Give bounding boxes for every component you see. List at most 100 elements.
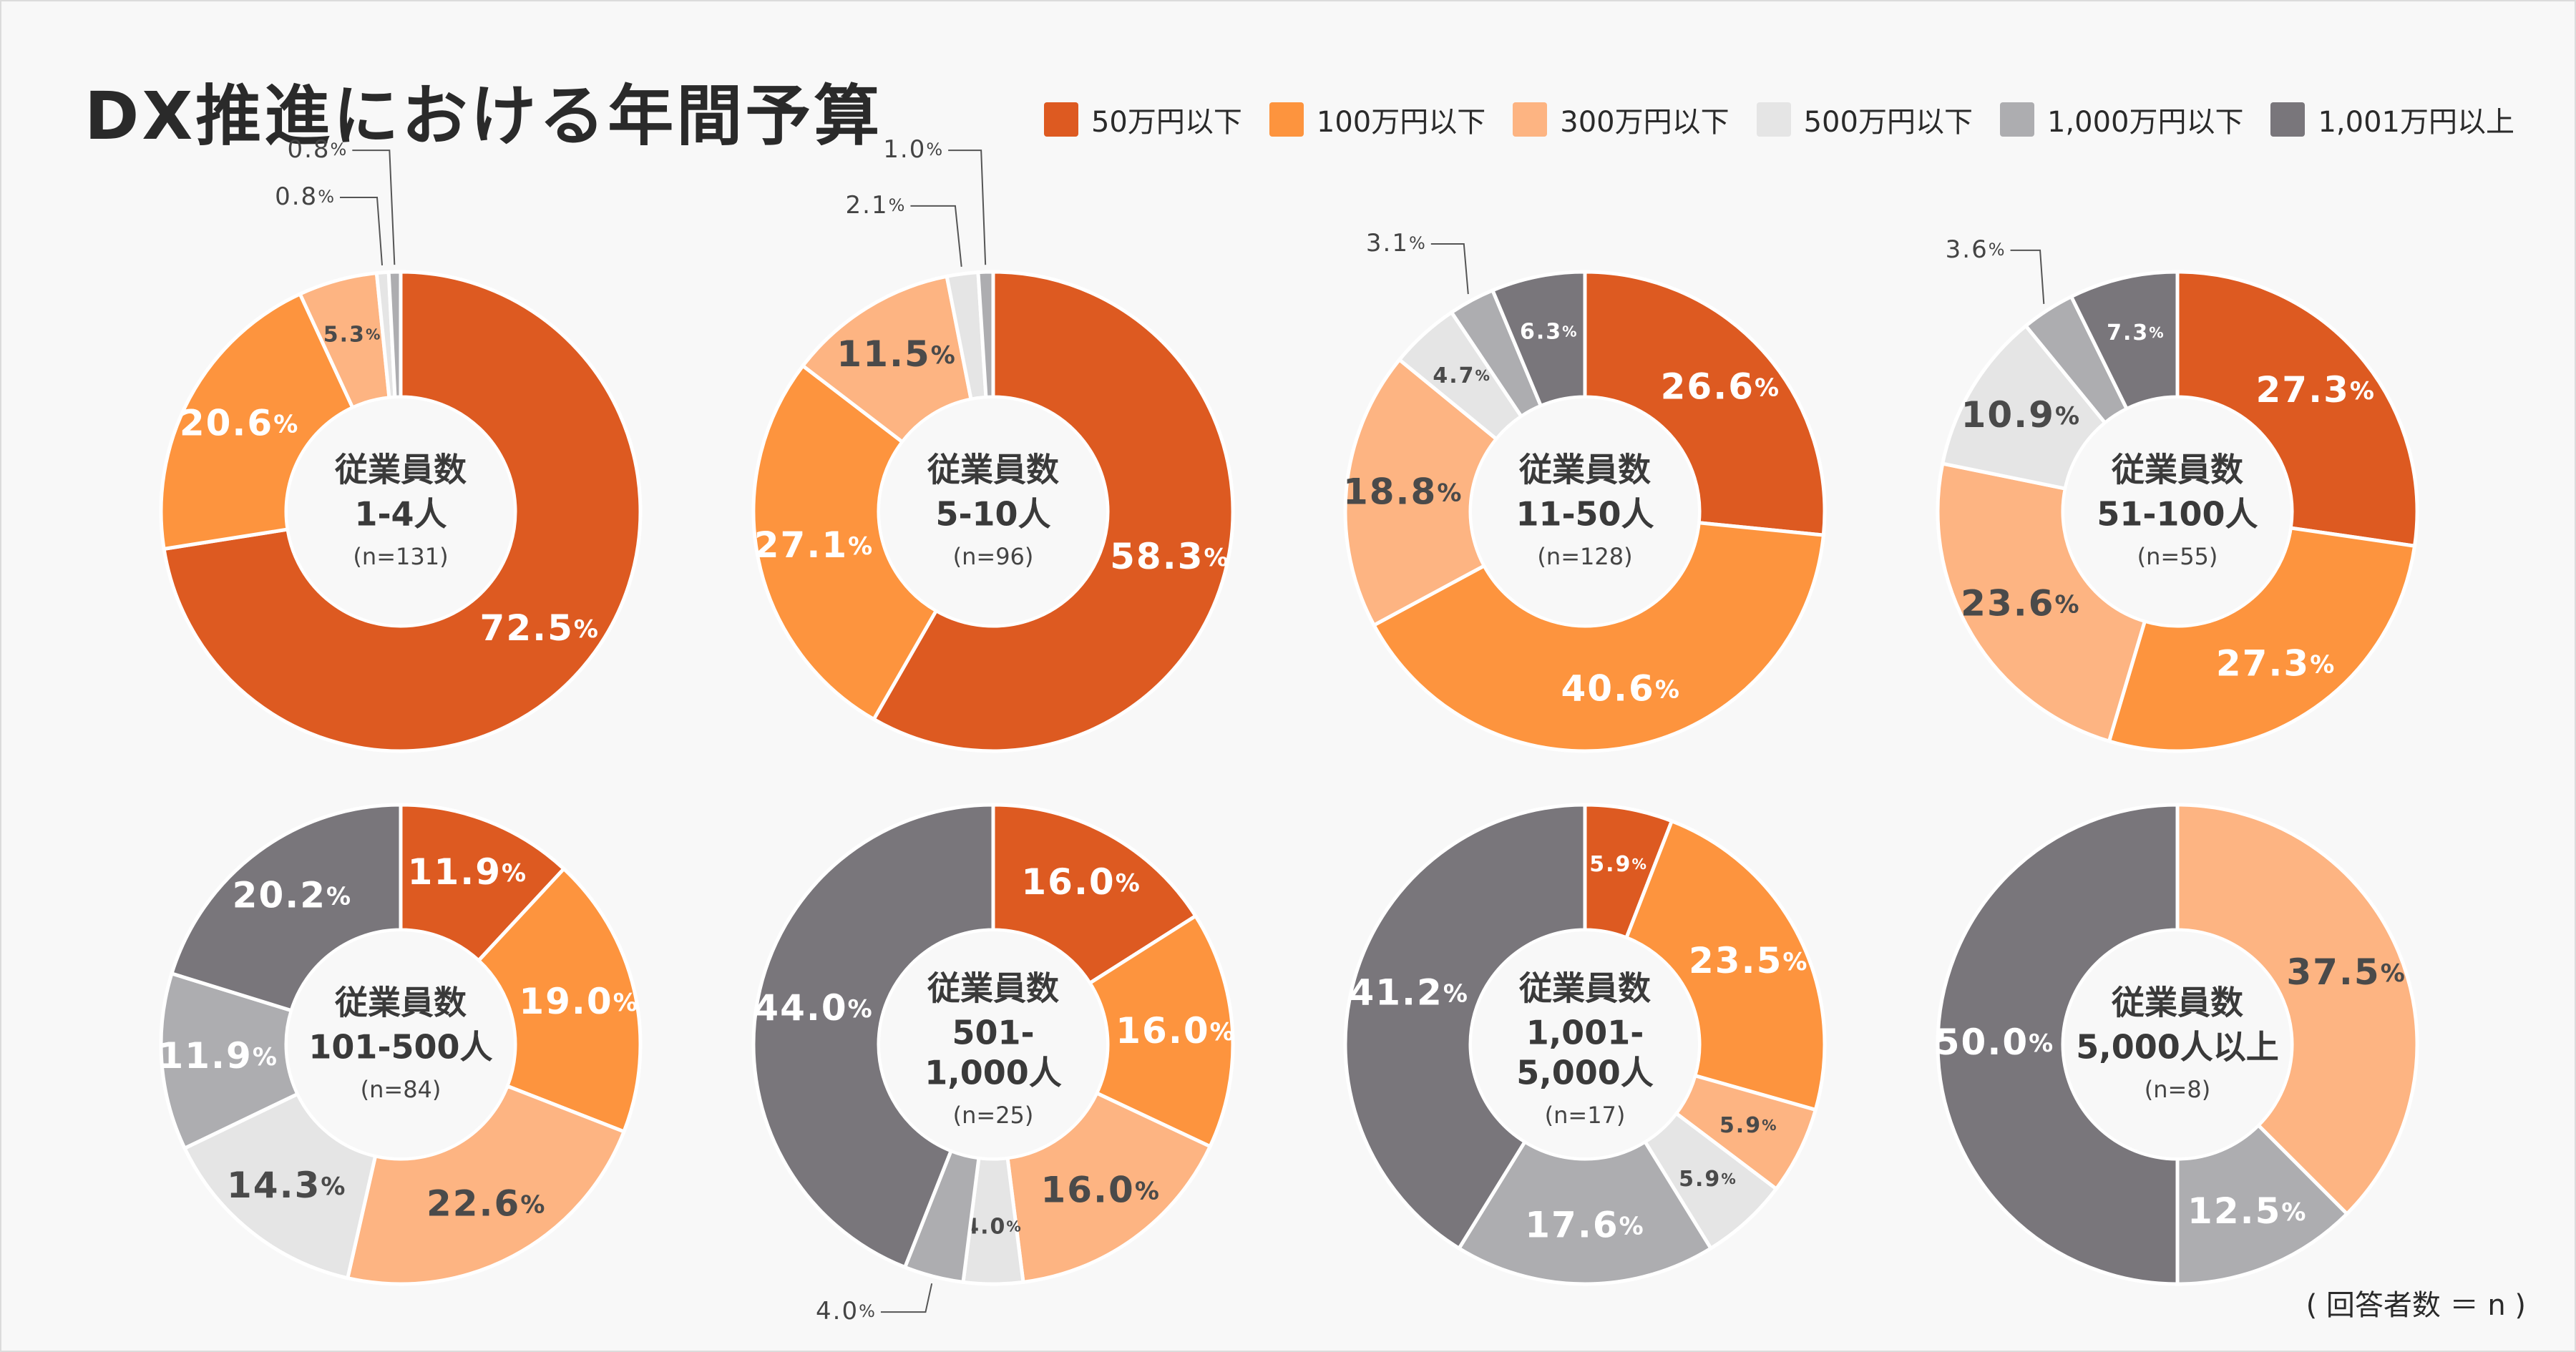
center-group-label: 5,000人 — [1516, 1054, 1654, 1092]
legend-swatch — [1756, 102, 1791, 137]
center-n-label: (n=96) — [953, 543, 1034, 570]
center-group-label: 11-50人 — [1516, 495, 1654, 534]
slice-label: 5.9% — [1679, 1166, 1737, 1191]
donut-slice — [800, 274, 973, 445]
center-title: 従業員数 — [927, 969, 1059, 1008]
donut-slice — [2107, 526, 2417, 753]
slice-label: 5.9% — [1589, 851, 1648, 876]
slice-label: 0.8% — [287, 135, 348, 164]
donut-slice — [1936, 803, 2180, 1286]
legend-label: 50万円以下 — [1091, 106, 1242, 139]
slice-label: 41.2% — [1349, 971, 1468, 1013]
center-title: 従業員数 — [334, 451, 467, 489]
donut-hole — [288, 931, 514, 1157]
donut-slice — [2069, 270, 2180, 411]
donut-slice — [2175, 270, 2419, 549]
donut-slice — [1583, 270, 1827, 537]
donut-slice — [2175, 803, 2419, 1217]
donut-slice — [386, 270, 403, 399]
center-title: 従業員数 — [1518, 969, 1651, 1008]
legend-swatch — [1043, 102, 1078, 137]
donut-hole — [2064, 398, 2290, 624]
slice-label: 27.3% — [2216, 642, 2336, 684]
slice-label: 58.3% — [1110, 535, 1229, 577]
center-n-label: (n=128) — [1537, 543, 1632, 570]
donut-chart: 11.9% 19.0% 22.6% 14.3% 11.9% 20.2% 従業員数 101-50… — [158, 803, 643, 1286]
donut-slice — [162, 270, 643, 753]
leader-line — [880, 1283, 933, 1313]
center-group-label: 1,001- — [1526, 1014, 1644, 1052]
donut-slice — [476, 866, 643, 1135]
donut-slice — [1936, 461, 2147, 744]
donut-chart: 72.5% 20.6% 5.3% 0.8% 0.8% 従業員数 1-4人 (n=131) — [159, 135, 643, 753]
donut-chart: 58.3% 27.1% 11.5% 2.1% 1.0% 従業員数 5-10人 (n=96) — [751, 135, 1235, 753]
page-title: DX推進における年間予算 — [84, 78, 883, 155]
donut-chart: 16.0%16.0%16.0%4.0%4.0%44.0%従業員数501-1,00… — [751, 803, 1235, 1326]
slice-label: 11.9% — [158, 1034, 278, 1076]
legend-item: 500万円以下 — [1756, 99, 1973, 140]
legend-label: 300万円以下 — [1560, 106, 1729, 139]
donut-slice — [751, 363, 939, 722]
donut-slice — [751, 803, 995, 1270]
center-n-label: (n=131) — [353, 543, 448, 570]
center-group-label: 1-4人 — [354, 495, 447, 534]
legend-item: 1,001万円以上 — [2270, 99, 2514, 140]
slice-label: 26.6% — [1661, 366, 1780, 407]
center-title: 従業員数 — [2111, 984, 2243, 1022]
donut-slice — [159, 971, 301, 1151]
slice-label: 23.5% — [1689, 940, 1808, 981]
donut-slice — [1490, 270, 1587, 408]
slice-label: 12.5% — [2187, 1190, 2307, 1232]
center-n-label: (n=25) — [953, 1102, 1034, 1129]
slice-label: 27.1% — [754, 524, 874, 566]
leader-line — [910, 205, 962, 267]
donut-chart: 37.5% 12.5% 50.0% 従業員数 5,000人以上 (n=8) — [1935, 803, 2419, 1286]
center-group-label: 1,000人 — [924, 1054, 1062, 1092]
center-title: 従業員数 — [1518, 451, 1651, 489]
donut-chart: 27.3% 27.3% 23.6% 10.9% 3.6% 7.3% 従業員数 51-100人 (… — [1936, 235, 2419, 753]
donut-slice — [159, 291, 356, 552]
legend-item: 300万円以下 — [1513, 99, 1729, 140]
slice-label: 20.2% — [233, 874, 352, 916]
slice-label: 3.1% — [1366, 229, 1427, 258]
donut-slice — [1087, 913, 1235, 1149]
donut-slice — [399, 803, 567, 964]
slice-label: 4.7% — [1433, 363, 1491, 388]
slice-label: 5.3% — [323, 322, 382, 347]
slice-label: 20.6% — [180, 402, 299, 444]
center-group-label: 51-100人 — [2097, 495, 2258, 534]
donut-hole — [880, 398, 1106, 624]
leader-line — [340, 196, 384, 266]
donut-hole — [2064, 931, 2290, 1157]
legend-item: 100万円以下 — [1269, 99, 1485, 140]
legend-swatch — [2270, 102, 2306, 137]
slice-label: 16.0% — [1021, 861, 1141, 903]
legend-swatch — [1999, 102, 2034, 137]
slice-label: 11.5% — [836, 333, 956, 374]
donut-hole — [880, 931, 1106, 1157]
center-title: 従業員数 — [927, 451, 1059, 489]
donut-slice — [1456, 1139, 1714, 1286]
center-n-label: (n=84) — [361, 1076, 441, 1103]
slice-label: 44.0% — [753, 987, 873, 1029]
donut-hole — [1472, 931, 1698, 1157]
slice-label: 1.0% — [883, 135, 944, 164]
leader-line — [2010, 249, 2045, 304]
donut-hole — [288, 398, 514, 624]
center-title: 従業員数 — [334, 984, 467, 1022]
donut-slice — [1343, 803, 1587, 1251]
slice-label: 22.6% — [426, 1182, 546, 1224]
slice-label: 7.3% — [2107, 320, 2165, 346]
slice-label: 23.6% — [1961, 582, 2080, 624]
slice-label: 18.8% — [1343, 471, 1463, 512]
center-group-label: 5-10人 — [935, 495, 1050, 534]
leader-line — [1430, 243, 1469, 295]
legend-swatch — [1269, 102, 1304, 137]
legend-label: 1,000万円以下 — [2046, 106, 2244, 139]
slice-label: 4.0% — [816, 1297, 877, 1326]
donut-slice — [1343, 357, 1499, 628]
legend-label: 100万円以下 — [1316, 106, 1486, 139]
slice-label: 0.8% — [275, 182, 336, 210]
leader-line — [352, 150, 396, 265]
donut-chart: 5.9% 23.5% 5.9% 5.9% 17.6% 41.2% 従業員数 1,001-5,0… — [1343, 803, 1827, 1286]
